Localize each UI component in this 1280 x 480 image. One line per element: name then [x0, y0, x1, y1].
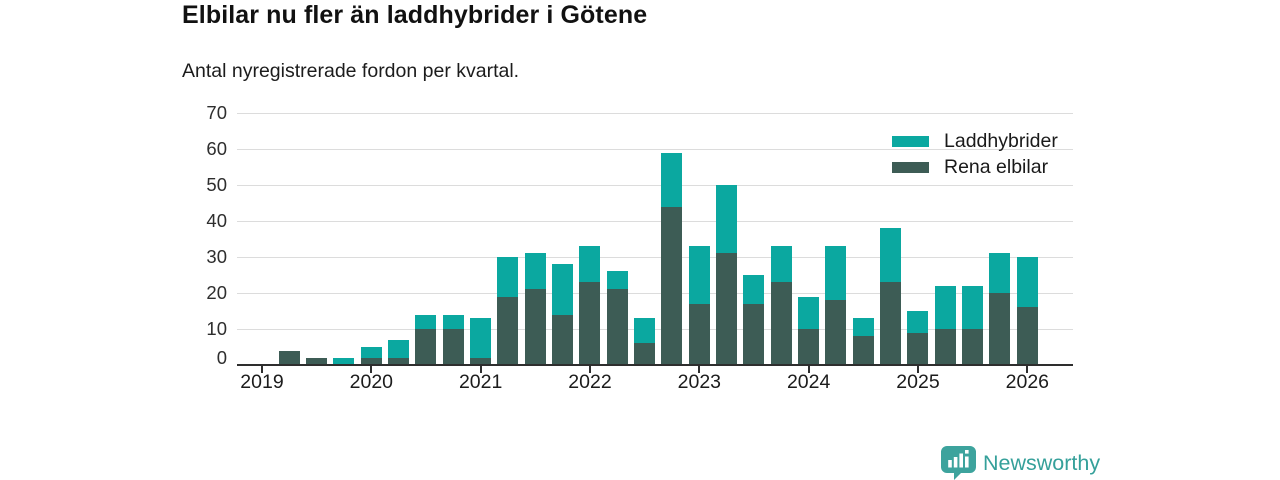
bar-2024-q4-rena-elbilar	[880, 282, 902, 365]
bar-2022-q1-rena-elbilar	[579, 282, 601, 365]
bar-2021-q2-laddhybrider	[497, 257, 519, 297]
bar-2021-q2-rena-elbilar	[497, 296, 519, 365]
gridline-y-20	[237, 292, 1073, 294]
bar-2019-q2-rena-elbilar	[278, 350, 300, 365]
bar-2020-q4-laddhybrider	[442, 314, 464, 329]
bar-2023-q2-rena-elbilar	[716, 253, 738, 365]
gridline-y-50	[237, 184, 1073, 186]
bar-2023-q4-rena-elbilar	[770, 282, 792, 365]
bar-2020-q1-rena-elbilar	[360, 357, 382, 365]
x-tick-label-2022: 2022	[568, 371, 612, 393]
y-tick-label: 60	[206, 138, 227, 159]
x-tick-2022	[588, 365, 591, 373]
bar-2026-q1-laddhybrider	[1016, 257, 1038, 308]
x-tick-2023	[698, 365, 701, 373]
gridline-y-30	[237, 256, 1073, 258]
branding-name: Newsworthy	[983, 450, 1101, 475]
branding: Newsworthy	[941, 446, 1100, 480]
bar-2022-q3-laddhybrider	[634, 318, 656, 344]
x-tick-label-2024: 2024	[786, 371, 831, 393]
y-tick-label: 20	[206, 282, 227, 303]
bar-2025-q2-rena-elbilar	[934, 329, 956, 365]
bar-2020-q3-rena-elbilar	[415, 329, 437, 365]
legend: Laddhybrider Rena elbilar	[892, 128, 1058, 180]
plot-area: 0 10 20 30 40 50 60 70 2019 2020 2021 2022 2023 2024 2…	[206, 102, 1073, 393]
bar-2020-q1-laddhybrider	[360, 347, 382, 358]
bar-2025-q2-laddhybrider	[934, 285, 956, 329]
bar-2023-q1-laddhybrider	[688, 246, 710, 304]
bar-2021-q3-rena-elbilar	[524, 289, 546, 365]
gridline-y-70	[237, 112, 1073, 114]
bar-2025-q3-laddhybrider	[962, 285, 984, 329]
x-tick-2019	[261, 365, 263, 373]
x-tick-2026	[1026, 365, 1029, 373]
x-tick-label-2025: 2025	[896, 371, 940, 393]
bar-2023-q3-laddhybrider	[743, 275, 765, 304]
bar-2021-q4-rena-elbilar	[552, 314, 574, 365]
gridline-y-60	[237, 148, 1073, 150]
bar-2025-q4-rena-elbilar	[989, 293, 1011, 365]
x-tick-label-2026: 2026	[1005, 371, 1050, 393]
bar-2021-q1-rena-elbilar	[470, 357, 492, 365]
y-tick-label: 70	[206, 102, 227, 123]
x-tick-2020	[370, 365, 373, 373]
x-tick-label-2019: 2019	[240, 371, 284, 393]
bar-2022-q3-rena-elbilar	[634, 343, 656, 365]
bar-2020-q2-laddhybrider	[388, 339, 410, 358]
bar-2024-q3-laddhybrider	[852, 318, 874, 337]
bar-2021-q3-laddhybrider	[524, 253, 546, 290]
bar-2020-q4-rena-elbilar	[442, 329, 464, 365]
legend-label-0: Laddhybrider	[944, 129, 1058, 152]
y-tick-label: 0	[216, 347, 227, 368]
bar-2025-q3-rena-elbilar	[962, 329, 984, 365]
y-tick-label: 10	[206, 318, 227, 339]
bar-2024-q1-laddhybrider	[798, 296, 820, 329]
bar-2021-q1-laddhybrider	[470, 318, 492, 358]
bar-2024-q4-laddhybrider	[880, 228, 902, 283]
bar-2025-q4-laddhybrider	[989, 253, 1011, 293]
x-tick-2024	[807, 365, 810, 373]
legend-label-1: Rena elbilar	[944, 155, 1049, 178]
bar-2023-q1-rena-elbilar	[688, 303, 710, 365]
x-tick-label-2023: 2023	[677, 371, 722, 393]
bar-2020-q2-rena-elbilar	[388, 357, 410, 365]
legend-swatch-1	[892, 161, 929, 173]
x-tick-2021	[479, 365, 482, 373]
bar-2026-q1-rena-elbilar	[1016, 307, 1038, 365]
bar-2023-q3-rena-elbilar	[743, 303, 765, 365]
legend-item-1: Rena elbilar	[892, 154, 1058, 180]
y-tick-label: 50	[206, 174, 227, 195]
bar-2022-q2-rena-elbilar	[606, 289, 628, 365]
x-axis-line	[237, 364, 1073, 366]
bar-2021-q4-laddhybrider	[552, 264, 574, 315]
bar-2022-q4-rena-elbilar	[661, 206, 683, 365]
bar-2024-q2-rena-elbilar	[825, 300, 847, 365]
chart-title: Elbilar nu fler än laddhybrider i Götene	[182, 1, 648, 29]
x-tick-2025	[916, 365, 919, 373]
bar-2019-q3-rena-elbilar	[306, 357, 328, 365]
bar-2023-q4-laddhybrider	[770, 246, 792, 283]
bar-2025-q1-rena-elbilar	[907, 332, 929, 365]
bar-2022-q1-laddhybrider	[579, 246, 601, 283]
bar-2023-q2-laddhybrider	[716, 185, 738, 254]
bar-2024-q1-rena-elbilar	[798, 329, 820, 365]
bar-2019-q4-laddhybrider	[333, 357, 355, 365]
x-tick-label-2021: 2021	[458, 371, 503, 393]
y-tick-label: 40	[206, 210, 227, 231]
bar-2024-q2-laddhybrider	[825, 246, 847, 301]
bar-2020-q3-laddhybrider	[415, 314, 437, 329]
chart-subtitle: Antal nyregistrerade fordon per kvartal.	[182, 60, 520, 82]
bar-2025-q1-laddhybrider	[907, 311, 929, 333]
y-tick-label: 30	[206, 246, 227, 267]
newsworthy-logo-icon	[941, 446, 976, 480]
bar-2022-q2-laddhybrider	[606, 271, 628, 290]
legend-item-0: Laddhybrider	[892, 128, 1058, 154]
bar-2024-q3-rena-elbilar	[852, 336, 874, 365]
x-tick-label-2020: 2020	[349, 371, 394, 393]
gridline-y-40	[237, 220, 1073, 222]
bar-2022-q4-laddhybrider	[661, 152, 683, 207]
legend-swatch-0	[892, 135, 929, 147]
